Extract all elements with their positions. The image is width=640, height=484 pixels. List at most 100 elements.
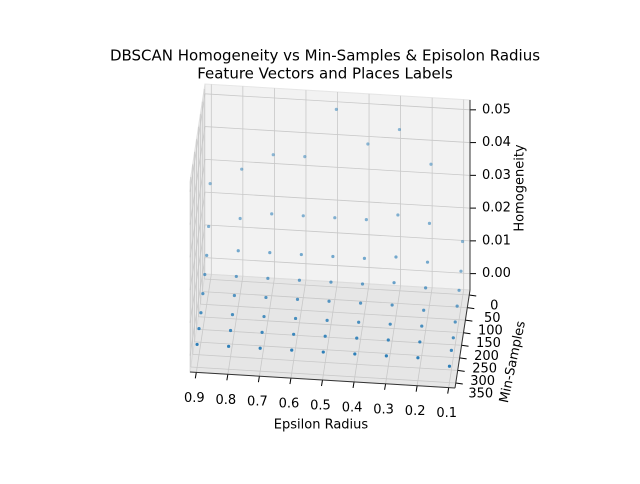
point xyxy=(234,274,238,279)
point xyxy=(205,253,209,257)
tick-mark xyxy=(289,378,292,385)
tick-mark xyxy=(469,294,477,297)
grid-line xyxy=(189,192,206,291)
point xyxy=(301,214,305,218)
point xyxy=(397,127,402,132)
point xyxy=(384,354,388,358)
grid-line xyxy=(195,274,212,373)
point xyxy=(232,293,236,298)
grid-line xyxy=(189,126,206,225)
point xyxy=(418,340,422,344)
point xyxy=(422,308,426,312)
grid-line xyxy=(204,126,471,143)
point xyxy=(333,216,337,220)
tick-mark xyxy=(461,344,469,347)
y-axis-line xyxy=(454,289,471,389)
point xyxy=(358,301,363,305)
point xyxy=(360,282,365,286)
point xyxy=(197,326,201,331)
tick-mark xyxy=(226,374,229,381)
point xyxy=(459,269,463,273)
point xyxy=(290,348,294,352)
point xyxy=(427,221,432,226)
x-tick-label: 0.3 xyxy=(373,402,394,417)
point xyxy=(392,281,396,285)
point xyxy=(266,276,270,280)
point xyxy=(236,249,240,253)
point xyxy=(390,303,394,307)
y-tick-label: 350 xyxy=(468,386,493,401)
tick-mark xyxy=(459,357,467,360)
point xyxy=(299,252,303,257)
tick-mark xyxy=(257,376,260,383)
grid-line xyxy=(204,224,471,242)
x-tick-label: 0.5 xyxy=(310,399,331,414)
tick-mark xyxy=(465,319,473,322)
chart-subtitle: Feature Vectors and Places Labels xyxy=(197,65,453,83)
tick-mark xyxy=(463,332,471,335)
tick-mark xyxy=(455,382,463,385)
point xyxy=(268,251,272,255)
y-tick-label: 200 xyxy=(474,349,499,364)
point xyxy=(325,318,329,322)
point xyxy=(303,154,307,159)
point xyxy=(416,356,420,360)
point xyxy=(327,299,331,303)
point xyxy=(331,254,335,259)
grid-line xyxy=(353,283,370,382)
grid-line xyxy=(189,224,206,323)
point xyxy=(457,288,461,292)
point xyxy=(297,278,302,282)
grid-line xyxy=(202,291,468,308)
point xyxy=(386,338,390,342)
point xyxy=(366,142,370,146)
x-tick-label: 0.7 xyxy=(247,395,268,410)
point xyxy=(451,336,455,340)
point xyxy=(227,344,231,348)
point xyxy=(271,153,275,157)
grid-line xyxy=(204,93,471,111)
point xyxy=(201,292,205,296)
z-tick-label: 0.05 xyxy=(482,102,511,117)
point xyxy=(420,324,424,328)
point xyxy=(228,328,233,333)
point xyxy=(230,313,235,317)
z-tick-label: 0.01 xyxy=(482,233,511,248)
grid-line xyxy=(204,257,471,275)
point xyxy=(364,217,368,222)
grid-line xyxy=(385,285,401,384)
x-axis-label: Epsilon Radius xyxy=(274,418,369,433)
point xyxy=(388,322,392,326)
point xyxy=(293,316,298,321)
z-axis-label: Homogeneity xyxy=(513,144,528,232)
point xyxy=(455,304,459,308)
tick-mark xyxy=(384,383,387,390)
y-tick-label: 150 xyxy=(476,336,501,351)
grid-line xyxy=(290,280,307,379)
chart-title: DBSCAN Homogeneity vs Min-Samples & Epis… xyxy=(110,47,540,65)
point xyxy=(208,182,212,186)
z-tick-label: 0.03 xyxy=(482,168,511,183)
grid-line xyxy=(190,366,456,384)
point xyxy=(270,212,274,216)
point xyxy=(292,332,296,336)
grid-line xyxy=(198,316,464,334)
point xyxy=(447,364,452,368)
point xyxy=(238,216,242,221)
point xyxy=(195,342,199,347)
grid-line xyxy=(189,93,206,192)
point xyxy=(334,107,338,111)
grid-line xyxy=(204,278,470,296)
point xyxy=(449,348,453,352)
point xyxy=(425,260,430,264)
point xyxy=(424,286,428,290)
point xyxy=(258,346,262,350)
tick-mark xyxy=(467,307,475,310)
grid-line xyxy=(194,341,460,359)
z-tick-label: 0.02 xyxy=(482,201,511,216)
tick-mark xyxy=(415,385,418,392)
x-axis-line xyxy=(189,371,456,389)
point xyxy=(396,213,400,217)
point xyxy=(203,272,207,277)
